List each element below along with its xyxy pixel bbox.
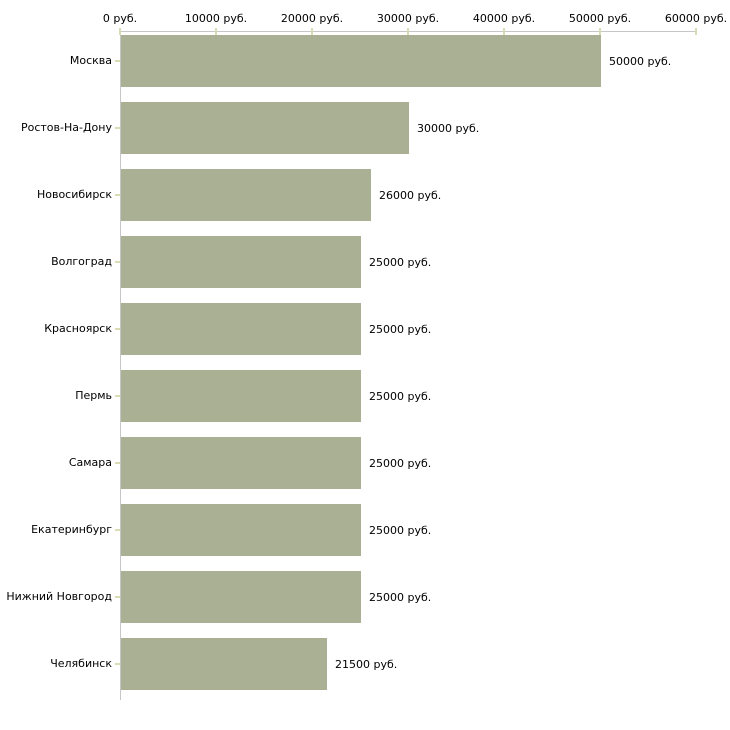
bar xyxy=(121,236,361,288)
y-tick-mark xyxy=(115,328,120,330)
x-tick-label: 50000 руб. xyxy=(568,12,632,25)
category-label: Ростов-На-Дону xyxy=(20,120,112,134)
category-label: Нижний Новгород xyxy=(6,589,112,603)
value-label: 26000 руб. xyxy=(379,188,442,202)
value-label: 25000 руб. xyxy=(369,255,432,269)
x-tick-label: 10000 руб. xyxy=(184,12,248,25)
bar xyxy=(121,370,361,422)
y-axis-line xyxy=(120,31,121,700)
value-label: 25000 руб. xyxy=(369,322,432,336)
category-label: Москва xyxy=(69,53,112,67)
x-tick-mark xyxy=(215,28,217,35)
value-label: 25000 руб. xyxy=(369,389,432,403)
y-tick-mark xyxy=(115,60,120,62)
category-label: Новосибирск xyxy=(36,187,112,201)
y-tick-mark xyxy=(115,663,120,665)
x-tick-mark xyxy=(407,28,409,35)
x-tick-mark xyxy=(695,28,697,35)
x-tick-mark xyxy=(311,28,313,35)
bar xyxy=(121,638,327,690)
bar xyxy=(121,169,371,221)
y-tick-mark xyxy=(115,261,120,263)
value-label: 50000 руб. xyxy=(609,54,672,68)
category-label: Красноярск xyxy=(44,321,112,335)
y-tick-mark xyxy=(115,127,120,129)
category-label: Волгоград xyxy=(51,254,112,268)
x-tick-label: 0 руб. xyxy=(102,12,138,25)
y-tick-mark xyxy=(115,462,120,464)
bar xyxy=(121,102,409,154)
category-label: Челябинск xyxy=(50,656,112,670)
category-label: Пермь xyxy=(75,388,112,402)
x-tick-mark xyxy=(119,28,121,35)
category-label: Самара xyxy=(68,455,112,469)
value-label: 25000 руб. xyxy=(369,523,432,537)
y-tick-mark xyxy=(115,596,120,598)
x-tick-label: 30000 руб. xyxy=(376,12,440,25)
value-label: 21500 руб. xyxy=(335,657,398,671)
bar xyxy=(121,35,601,87)
value-label: 25000 руб. xyxy=(369,456,432,470)
bar xyxy=(121,571,361,623)
bar xyxy=(121,437,361,489)
y-tick-mark xyxy=(115,395,120,397)
x-tick-mark xyxy=(503,28,505,35)
bar xyxy=(121,504,361,556)
x-tick-mark xyxy=(599,28,601,35)
x-tick-label: 20000 руб. xyxy=(280,12,344,25)
y-tick-mark xyxy=(115,194,120,196)
x-tick-label: 60000 руб. xyxy=(664,12,728,25)
value-label: 25000 руб. xyxy=(369,590,432,604)
value-label: 30000 руб. xyxy=(417,121,480,135)
bar xyxy=(121,303,361,355)
category-label: Екатеринбург xyxy=(31,522,112,536)
y-tick-mark xyxy=(115,529,120,531)
x-tick-label: 40000 руб. xyxy=(472,12,536,25)
